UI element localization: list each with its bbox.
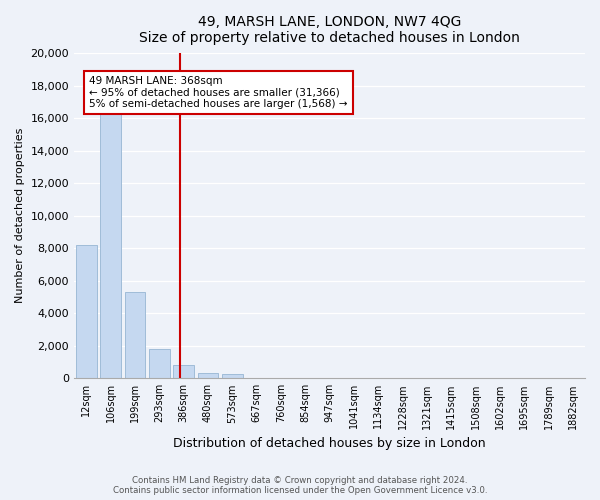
Bar <box>149 349 170 378</box>
Text: Contains HM Land Registry data © Crown copyright and database right 2024.
Contai: Contains HM Land Registry data © Crown c… <box>113 476 487 495</box>
Y-axis label: Number of detached properties: Number of detached properties <box>15 128 25 304</box>
Bar <box>100 108 121 378</box>
X-axis label: Distribution of detached houses by size in London: Distribution of detached houses by size … <box>173 437 486 450</box>
Bar <box>222 374 242 378</box>
Bar <box>76 245 97 378</box>
Bar <box>197 374 218 378</box>
Bar <box>173 366 194 378</box>
Title: 49, MARSH LANE, LONDON, NW7 4QG
Size of property relative to detached houses in : 49, MARSH LANE, LONDON, NW7 4QG Size of … <box>139 15 520 45</box>
Text: 49 MARSH LANE: 368sqm
← 95% of detached houses are smaller (31,366)
5% of semi-d: 49 MARSH LANE: 368sqm ← 95% of detached … <box>89 76 348 110</box>
Bar <box>125 292 145 378</box>
